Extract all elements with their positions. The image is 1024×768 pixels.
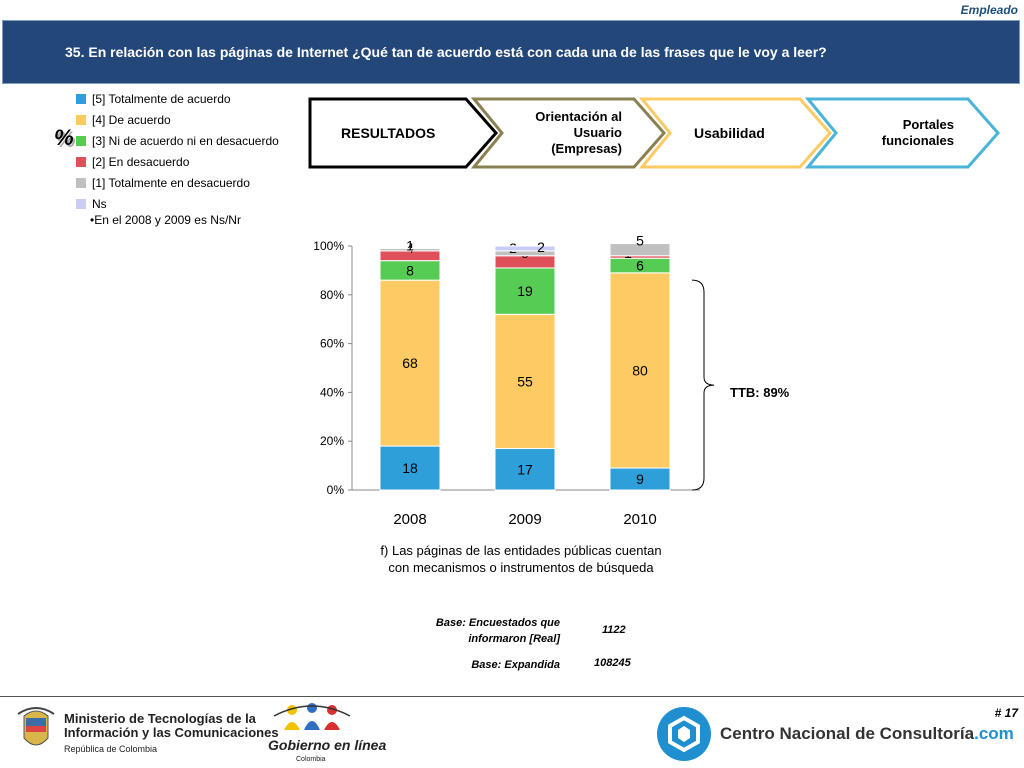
- step-arrow-resultados[interactable]: [308, 97, 499, 169]
- bar-value-label: 80: [632, 362, 648, 378]
- step-label-portales: Portales funcionales: [881, 117, 954, 148]
- bar-value-label: 4: [406, 240, 414, 256]
- y-tick-label: 80%: [320, 288, 344, 302]
- bar-segment: [379, 279, 441, 447]
- legend-swatch: [76, 135, 86, 146]
- bar-value-label: 2: [537, 239, 545, 255]
- bar-value-label: 18: [402, 460, 418, 476]
- bar-value-label: 9: [636, 471, 644, 487]
- x-category-label: 2010: [623, 511, 656, 528]
- bar-value-label: 17: [517, 461, 533, 477]
- legend-note: •En el 2008 y 2009 es Ns/Nr: [90, 213, 241, 227]
- bar-value-label: 55: [517, 373, 533, 389]
- base-expanded-value: 108245: [594, 657, 631, 669]
- legend-item: [1] Totalmente en desacuerdo: [76, 172, 279, 193]
- legend-label: Ns: [92, 196, 107, 211]
- y-tick-label: 20%: [320, 434, 344, 448]
- gobierno-en-linea-text: Gobierno en línea: [268, 737, 387, 753]
- question-banner: 35. En relación con las páginas de Inter…: [2, 20, 1020, 84]
- step-arrow-orientacion[interactable]: [470, 97, 667, 169]
- bar-segment: [494, 267, 556, 315]
- section-steps: RESULTADOS Orientación al Usuario (Empre…: [308, 96, 1008, 170]
- legend-item: Ns: [76, 193, 279, 214]
- gobierno-en-linea-logo-icon: [273, 703, 351, 730]
- bar-value-label: 6: [636, 258, 644, 274]
- bar-segment: [609, 243, 671, 257]
- bar-value-label: 5: [636, 233, 644, 249]
- y-tick-label: 40%: [320, 385, 344, 399]
- legend-swatch: [76, 156, 86, 167]
- legend-swatch: [76, 114, 86, 125]
- bar-value-label: 19: [517, 283, 533, 299]
- base-real-label: Base: Encuestados que informaron [Real]: [435, 617, 560, 645]
- chart-caption: f) Las páginas de las entidades públicas…: [380, 543, 662, 575]
- step-label-orientacion: Orientación al Usuario (Empresas): [535, 109, 622, 156]
- bar-segment: [379, 247, 441, 252]
- legend-item: [3] Ni de acuerdo ni en desacuerdo: [76, 130, 279, 151]
- legend-label: [5] Totalmente de acuerdo: [92, 91, 231, 106]
- cnc-logo-icon: [657, 707, 711, 761]
- x-category-label: 2008: [393, 511, 426, 528]
- base-expanded-label: Base: Expandida: [471, 659, 560, 671]
- legend-item: [2] En desacuerdo: [76, 151, 279, 172]
- chart-legend: [5] Totalmente de acuerdo [4] De acuerdo…: [76, 88, 279, 214]
- bar-segment: [494, 250, 556, 257]
- percent-symbol: %: [54, 125, 74, 150]
- bar-value-label: 8: [406, 262, 414, 278]
- y-tick-label: 100%: [313, 239, 344, 253]
- bar-segment: [494, 245, 556, 252]
- chart-canvas: 0%20%40%60%80%100%1868841200817551952220…: [313, 233, 715, 528]
- ttb-annotation: TTB: 89%: [730, 385, 790, 400]
- cnc-name: Centro Nacional de Consultoría: [720, 724, 975, 743]
- step-arrow-portales[interactable]: [804, 97, 1001, 169]
- x-category-label: 2009: [508, 511, 541, 528]
- legend-swatch: [76, 93, 86, 104]
- legend-item: [4] De acuerdo: [76, 109, 279, 130]
- step-label-resultados: RESULTADOS: [341, 125, 436, 141]
- question-title: 35. En relación con las páginas de Inter…: [65, 44, 827, 60]
- legend-item: [5] Totalmente de acuerdo: [76, 88, 279, 109]
- y-tick-label: 0%: [327, 483, 345, 497]
- mintic-line1: Ministerio de Tecnologías de la: [64, 711, 256, 726]
- ttb-brace: [691, 279, 715, 491]
- segment-tag: Empleado: [960, 3, 1018, 17]
- mintic-line2: Información y las Comunicaciones: [64, 725, 279, 740]
- top-bar: Empleado: [0, 0, 1024, 20]
- cnc-domain: .com: [974, 724, 1014, 743]
- legend-swatch: [76, 198, 86, 209]
- stacked-bar-chart: 0%20%40%60%80%100%1868841200817551952220…: [300, 232, 820, 532]
- bar-segment: [379, 445, 441, 491]
- mintic-logo-text: Ministerio de Tecnologías de la Informaci…: [64, 712, 279, 740]
- legend-label: [2] En desacuerdo: [92, 154, 190, 169]
- cnc-logo-text: Centro Nacional de Consultoría.com: [720, 724, 1014, 744]
- bar-value-label: 1: [406, 237, 414, 253]
- y-tick-label: 60%: [320, 337, 344, 351]
- base-real-value: 1122: [602, 624, 626, 636]
- bar-value-label: 68: [402, 355, 418, 371]
- legend-label: [4] De acuerdo: [92, 112, 171, 127]
- step-arrow-usabilidad[interactable]: [638, 97, 833, 169]
- bar-segment: [494, 313, 556, 450]
- colombia-shield-icon: [17, 707, 55, 746]
- legend-swatch: [76, 177, 86, 188]
- mintic-subtitle: República de Colombia: [64, 744, 158, 754]
- legend-label: [1] Totalmente en desacuerdo: [92, 175, 250, 190]
- steps-arrows: [308, 97, 1001, 169]
- gobierno-en-linea-subtitle: Colombia: [296, 756, 326, 763]
- legend-label: [3] Ni de acuerdo ni en desacuerdo: [92, 133, 279, 148]
- footer-divider: [0, 696, 1024, 697]
- step-label-usabilidad: Usabilidad: [694, 125, 765, 141]
- bar-segment: [609, 272, 671, 469]
- page-number: # 17: [994, 706, 1018, 720]
